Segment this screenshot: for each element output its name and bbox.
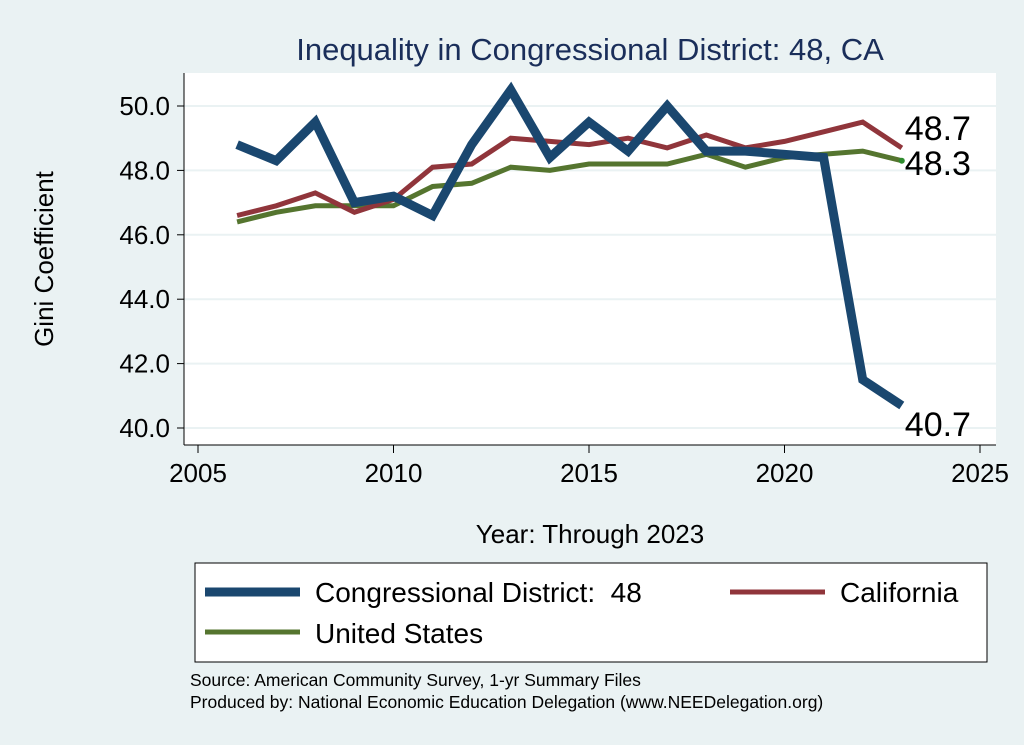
series-end-marker-united-states xyxy=(898,157,905,164)
produced-by-note: Produced by: National Economic Education… xyxy=(190,692,823,712)
grid-lines xyxy=(184,105,996,429)
legend-entry-congressional-district: Congressional District: 48 xyxy=(205,577,642,608)
y-tick-label: 42.0 xyxy=(119,349,170,379)
end-label-california: 48.7 xyxy=(905,110,971,148)
legend-entry-united-states: United States xyxy=(205,618,483,649)
x-axis-title: Year: Through 2023 xyxy=(476,519,704,549)
x-axis-ticks: 2005 2010 2015 2020 2025 xyxy=(169,445,1009,488)
y-tick-label: 46.0 xyxy=(119,220,170,250)
source-note: Source: American Community Survey, 1-yr … xyxy=(190,670,641,690)
legend-entry-california: California xyxy=(730,577,959,608)
series-line-congressional-district xyxy=(235,81,905,410)
y-axis-ticks: 40.0 42.0 44.0 46.0 48.0 50.0 xyxy=(119,91,184,443)
x-tick-label: 2020 xyxy=(756,458,814,488)
axes xyxy=(183,73,996,446)
x-tick-label: 2005 xyxy=(169,458,227,488)
legend-box xyxy=(194,562,988,663)
legend-label-united-states: United States xyxy=(315,618,483,649)
series-lines xyxy=(235,81,905,410)
x-tick-label: 2015 xyxy=(560,458,618,488)
x-tick-label: 2025 xyxy=(951,458,1009,488)
y-tick-label: 48.0 xyxy=(119,155,170,185)
legend-label-california: California xyxy=(840,577,959,608)
legend-label-congressional-district: Congressional District: 48 xyxy=(315,577,642,608)
chart-title: Inequality in Congressional District: 48… xyxy=(296,32,884,67)
x-tick-label: 2010 xyxy=(365,458,423,488)
end-label-united-states: 48.3 xyxy=(905,145,971,183)
y-tick-label: 50.0 xyxy=(119,91,170,121)
y-tick-label: 40.0 xyxy=(119,413,170,443)
end-label-congressional-district: 40.7 xyxy=(905,406,971,444)
end-value-labels: 40.7 48.748.3 xyxy=(905,110,971,444)
y-tick-label: 44.0 xyxy=(119,284,170,314)
y-axis-title: Gini Coefficient xyxy=(29,170,59,347)
